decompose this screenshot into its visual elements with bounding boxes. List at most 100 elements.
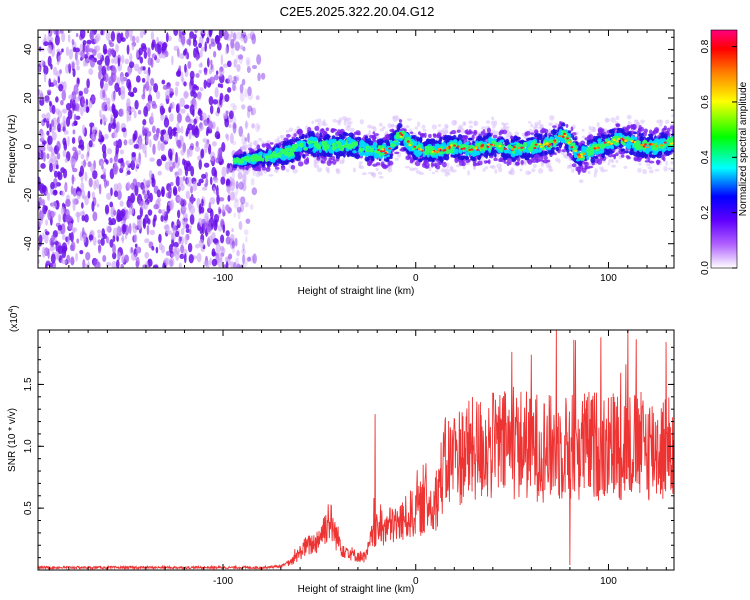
spectrogram-noise-blob	[147, 100, 153, 105]
spectrogram-signal-blob	[405, 165, 411, 169]
spectrogram-noise-blob	[238, 197, 243, 202]
spectrogram-signal-blob	[349, 127, 355, 133]
spectrogram-noise-blob	[72, 68, 76, 78]
spectrogram-signal-blob	[528, 153, 532, 157]
spectrogram-noise-blob	[39, 89, 43, 101]
spectrogram-noise-blob	[245, 120, 248, 130]
spectrogram-noise-blob	[100, 30, 104, 36]
spectrogram-noise-blob	[244, 201, 248, 208]
spectrogram-noise-blob	[209, 176, 213, 186]
spectrogram-noise-blob	[155, 57, 161, 64]
spectrogram-signal-blob	[462, 166, 466, 170]
spectrogram-noise-blob	[209, 104, 214, 115]
spectrogram-signal-blob	[431, 171, 436, 175]
spectrogram-noise-blob	[129, 53, 133, 63]
spectrogram-signal-blob	[386, 154, 390, 158]
spectrogram-noise-blob	[161, 208, 166, 217]
spectrogram-signal-blob	[611, 128, 615, 134]
spectrogram-signal-blob	[356, 132, 361, 136]
spectrogram-noise-blob	[103, 72, 109, 83]
spectrogram-noise-blob	[158, 233, 162, 243]
spectrogram-noise-blob	[179, 176, 184, 187]
spectrogram-noise-blob	[86, 78, 90, 89]
spectrogram-noise-blob	[203, 79, 207, 89]
spectrogram-signal-blob	[659, 119, 664, 125]
spectrogram-noise-blob	[216, 41, 222, 51]
spectrogram-signal-blob	[519, 168, 523, 172]
spectrogram-noise-blob	[73, 84, 79, 96]
spectrogram-signal-blob	[587, 170, 591, 175]
spectrogram-noise-blob	[193, 47, 197, 58]
spectrogram-signal-blob	[285, 129, 290, 133]
spectrogram-noise-blob	[185, 223, 190, 230]
spectrogram-noise-blob	[237, 171, 243, 180]
spectrogram-signal-blob	[307, 126, 312, 132]
spectrogram-noise-blob	[112, 235, 116, 242]
spectrogram-signal-blob	[571, 135, 575, 139]
spectrogram-noise-blob	[60, 100, 64, 106]
spectrogram-noise-blob	[170, 253, 175, 258]
spectrogram-noise-blob	[98, 183, 102, 195]
spectrogram-signal-blob	[538, 168, 544, 174]
spectrogram-noise-blob	[48, 100, 52, 107]
spectrogram-noise-blob	[238, 54, 243, 65]
spectrogram-signal-blob	[627, 121, 632, 126]
spectrogram-noise-blob	[160, 112, 164, 121]
spectrogram-signal-blob	[632, 151, 638, 157]
spectrogram-noise-blob	[88, 177, 93, 188]
spectrogram-signal-blob	[480, 137, 484, 141]
spectrogram-noise-blob	[229, 261, 235, 268]
spectrogram-noise-blob	[59, 30, 64, 34]
spectrogram-noise-blob	[179, 31, 182, 39]
spectrogram-noise-blob	[107, 47, 112, 57]
spectrogram-signal-blob	[426, 140, 430, 145]
spectrogram-signal-blob	[316, 167, 323, 173]
spectrogram-signal-blob	[335, 168, 341, 175]
spectrogram-signal-blob	[444, 128, 449, 134]
spectrogram-noise-blob	[240, 33, 246, 39]
spectrogram-noise-blob	[142, 119, 147, 126]
spectrogram-signal-blob	[344, 117, 349, 123]
spectrogram-noise-blob	[165, 250, 171, 256]
spectrogram-noise-blob	[240, 196, 246, 205]
spectrogram-noise-blob	[198, 122, 203, 132]
spectrogram-noise-blob	[229, 238, 235, 250]
spectrogram-noise-blob	[233, 86, 238, 91]
spectrogram-signal-blob	[485, 120, 491, 124]
spectrogram-signal-blob	[654, 168, 660, 172]
spectrogram-signal-blob	[412, 167, 419, 171]
spectrogram-noise-blob	[130, 106, 136, 113]
spectrogram-noise-blob	[46, 89, 52, 95]
spectrogram-noise-blob	[91, 125, 96, 135]
spectrogram-noise-blob	[230, 38, 235, 49]
spectrogram-noise-blob	[181, 30, 186, 36]
spectrogram-noise-blob	[73, 113, 77, 122]
spectrogram-noise-blob	[232, 82, 236, 92]
spectrogram-signal-blob	[665, 119, 670, 124]
spectrogram-noise-blob	[104, 133, 109, 140]
spectrogram-noise-blob	[146, 130, 152, 137]
spectrogram-signal-blob	[670, 114, 674, 117]
spectrogram-noise-blob	[224, 118, 230, 128]
spectrogram-noise-blob	[175, 81, 180, 87]
spectrogram-noise-blob	[161, 156, 167, 162]
spectrogram-noise-blob	[238, 220, 243, 230]
spectrogram-signal-blob	[660, 131, 665, 137]
spectrogram-noise-blob	[38, 234, 43, 245]
spectrogram-noise-blob	[217, 257, 223, 268]
spectrogram-noise-blob	[220, 176, 226, 185]
spectrogram-signal-blob	[373, 133, 380, 137]
spectrogram-noise-blob	[118, 210, 124, 222]
spectrogram-signal-blob	[461, 161, 466, 167]
spectrogram-signal-blob	[438, 123, 441, 128]
spectrogram-signal-blob	[381, 126, 386, 130]
spectrogram-noise-blob	[76, 212, 80, 223]
spectrogram-noise-blob	[232, 140, 237, 146]
spectrogram-noise-blob	[176, 139, 182, 148]
spectrogram-noise-blob	[186, 38, 191, 46]
spectrogram-noise-blob	[113, 131, 118, 138]
spectrogram-noise-blob	[134, 184, 139, 196]
spectrogram-noise-blob	[43, 73, 47, 83]
spectrogram-noise-blob	[161, 43, 167, 52]
spectrogram-signal-blob	[328, 157, 333, 161]
